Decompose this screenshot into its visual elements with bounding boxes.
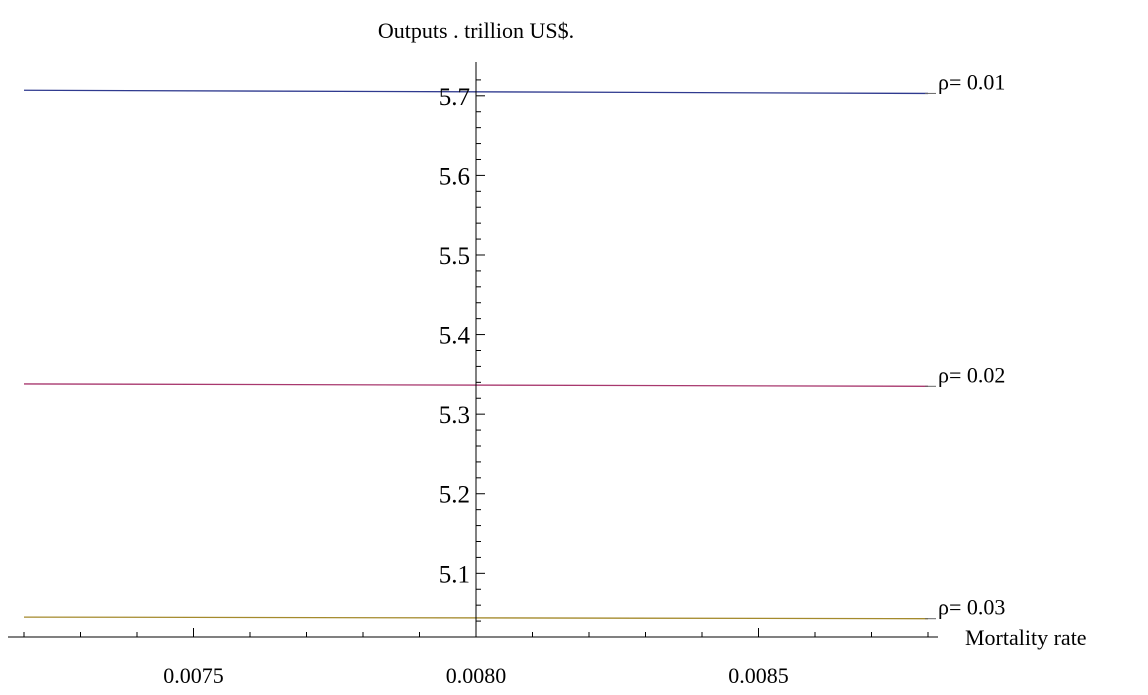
y-tick-label: 5.4 <box>439 323 471 350</box>
y-tick-label: 5.3 <box>439 402 470 429</box>
y-tick-label: 5.1 <box>439 561 470 588</box>
x-tick-label: 0.0085 <box>728 663 789 688</box>
y-tick-label: 5.2 <box>439 482 470 509</box>
x-tick-label: 0.0075 <box>163 663 224 688</box>
y-tick-label: 5.5 <box>439 243 470 270</box>
y-axis-title: Outputs . trillion US$. <box>378 18 574 43</box>
series-label-3: ρ= 0.03 <box>938 595 1005 620</box>
axes-layer: 0.0075 0.0080 0.0085 5.1 5.2 5.3 5.4 5.5 5.6 5.7 <box>8 62 938 688</box>
x-axis-title: Mortality rate <box>965 625 1087 650</box>
x-tick-label: 0.0080 <box>446 663 507 688</box>
y-tick-label: 5.6 <box>439 163 470 190</box>
series-label-1: ρ= 0.01 <box>938 69 1005 94</box>
labels-layer: ρ= 0.01 ρ= 0.02 ρ= 0.03 <box>925 69 1005 620</box>
series-label-2: ρ= 0.02 <box>938 362 1005 387</box>
y-tick-label: 5.7 <box>439 84 470 111</box>
